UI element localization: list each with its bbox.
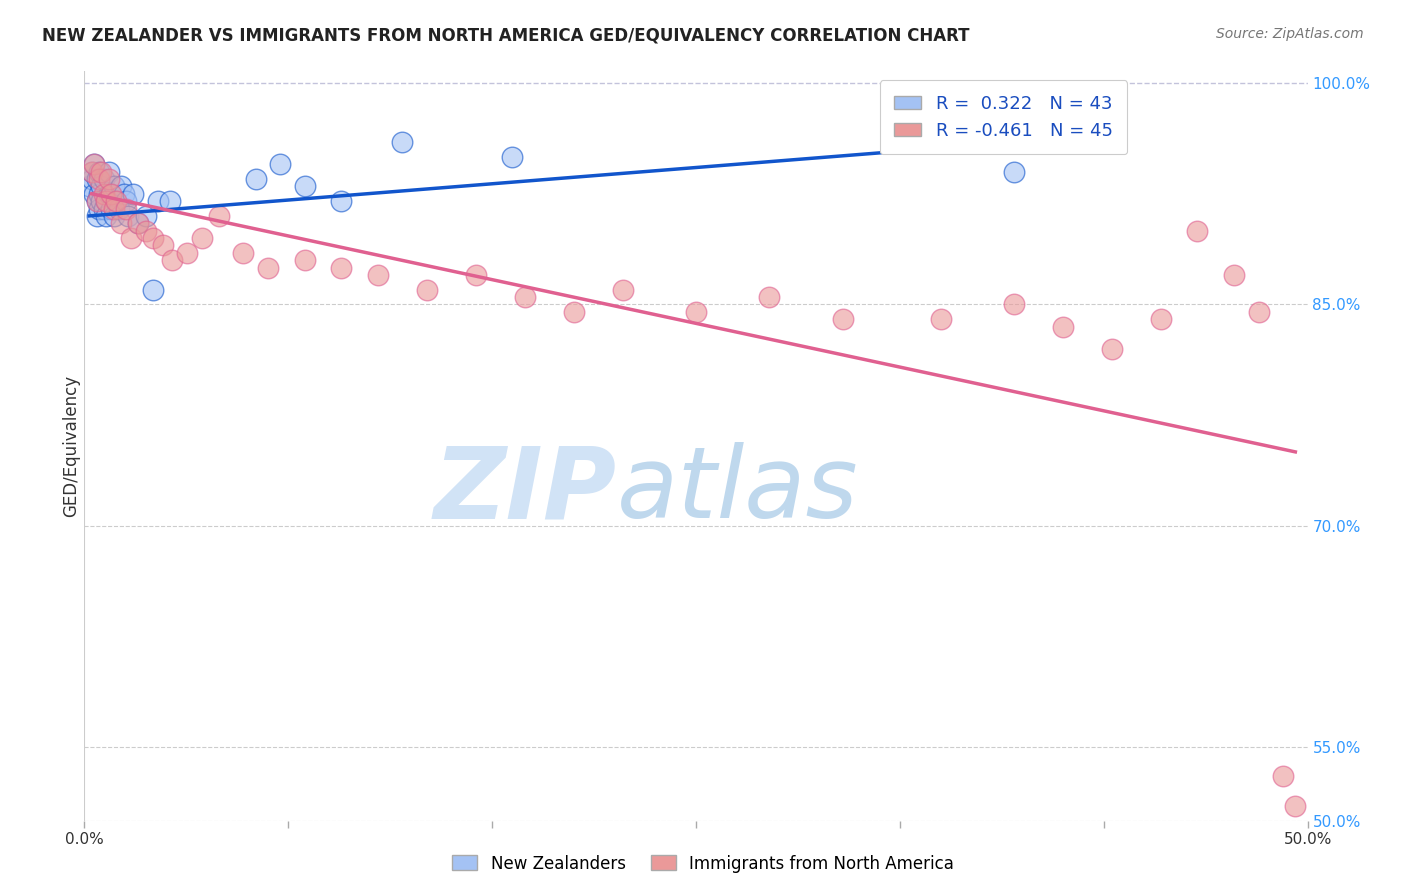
- Point: [1002, 297, 1025, 311]
- Point: [103, 202, 125, 216]
- Point: [269, 157, 291, 171]
- Point: [93, 186, 115, 201]
- Point: [294, 179, 316, 194]
- Point: [80, 172, 103, 186]
- Point: [100, 186, 122, 201]
- Point: [77, 179, 100, 194]
- Point: [96, 194, 118, 209]
- Legend: New Zealanders, Immigrants from North America: New Zealanders, Immigrants from North Am…: [446, 848, 960, 880]
- Point: [416, 283, 439, 297]
- Point: [105, 194, 128, 209]
- Point: [80, 164, 103, 178]
- Point: [464, 268, 486, 282]
- Point: [685, 305, 707, 319]
- Point: [142, 231, 165, 245]
- Point: [135, 224, 157, 238]
- Point: [87, 202, 110, 216]
- Point: [83, 157, 105, 171]
- Point: [142, 283, 165, 297]
- Point: [87, 186, 110, 201]
- Point: [176, 245, 198, 260]
- Text: ZIP: ZIP: [433, 442, 616, 540]
- Point: [83, 186, 105, 201]
- Point: [93, 202, 115, 216]
- Point: [162, 253, 184, 268]
- Point: [115, 202, 138, 216]
- Point: [103, 179, 125, 194]
- Point: [96, 209, 118, 223]
- Point: [1223, 268, 1246, 282]
- Point: [110, 216, 132, 230]
- Point: [612, 283, 634, 297]
- Text: atlas: atlas: [616, 442, 858, 540]
- Point: [330, 260, 353, 275]
- Point: [1052, 319, 1074, 334]
- Point: [1272, 769, 1295, 783]
- Point: [127, 216, 149, 230]
- Point: [96, 194, 118, 209]
- Point: [208, 209, 231, 223]
- Point: [110, 179, 132, 194]
- Point: [93, 172, 115, 186]
- Point: [86, 209, 108, 223]
- Point: [120, 231, 142, 245]
- Point: [127, 216, 149, 230]
- Point: [86, 172, 108, 186]
- Point: [1284, 798, 1306, 813]
- Point: [87, 164, 110, 178]
- Point: [135, 209, 157, 223]
- Point: [929, 312, 952, 326]
- Point: [83, 157, 105, 171]
- Point: [257, 260, 280, 275]
- Point: [97, 186, 120, 201]
- Point: [100, 202, 122, 216]
- Point: [103, 209, 125, 223]
- Point: [87, 172, 110, 186]
- Point: [90, 164, 112, 178]
- Point: [758, 290, 780, 304]
- Y-axis label: GED/Equivalency: GED/Equivalency: [62, 375, 80, 517]
- Point: [97, 164, 120, 178]
- Point: [100, 186, 122, 201]
- Point: [1150, 312, 1173, 326]
- Point: [80, 164, 103, 178]
- Point: [1247, 305, 1270, 319]
- Point: [513, 290, 536, 304]
- Point: [122, 186, 145, 201]
- Point: [117, 209, 139, 223]
- Point: [90, 179, 112, 194]
- Point: [86, 194, 108, 209]
- Point: [502, 150, 524, 164]
- Point: [232, 245, 254, 260]
- Point: [1002, 164, 1025, 178]
- Point: [159, 194, 181, 209]
- Point: [330, 194, 353, 209]
- Point: [152, 238, 174, 252]
- Point: [1101, 342, 1123, 356]
- Point: [146, 194, 169, 209]
- Point: [880, 128, 903, 142]
- Point: [107, 202, 129, 216]
- Point: [86, 194, 108, 209]
- Legend: R =  0.322   N = 43, R = -0.461   N = 45: R = 0.322 N = 43, R = -0.461 N = 45: [880, 80, 1128, 154]
- Point: [90, 194, 112, 209]
- Point: [115, 194, 138, 209]
- Point: [105, 194, 128, 209]
- Point: [294, 253, 316, 268]
- Point: [112, 186, 135, 201]
- Point: [831, 312, 853, 326]
- Point: [245, 172, 267, 186]
- Text: Source: ZipAtlas.com: Source: ZipAtlas.com: [1216, 27, 1364, 41]
- Point: [391, 135, 413, 149]
- Text: NEW ZEALANDER VS IMMIGRANTS FROM NORTH AMERICA GED/EQUIVALENCY CORRELATION CHART: NEW ZEALANDER VS IMMIGRANTS FROM NORTH A…: [42, 27, 970, 45]
- Point: [97, 172, 120, 186]
- Point: [367, 268, 389, 282]
- Point: [191, 231, 214, 245]
- Point: [562, 305, 585, 319]
- Point: [1187, 224, 1209, 238]
